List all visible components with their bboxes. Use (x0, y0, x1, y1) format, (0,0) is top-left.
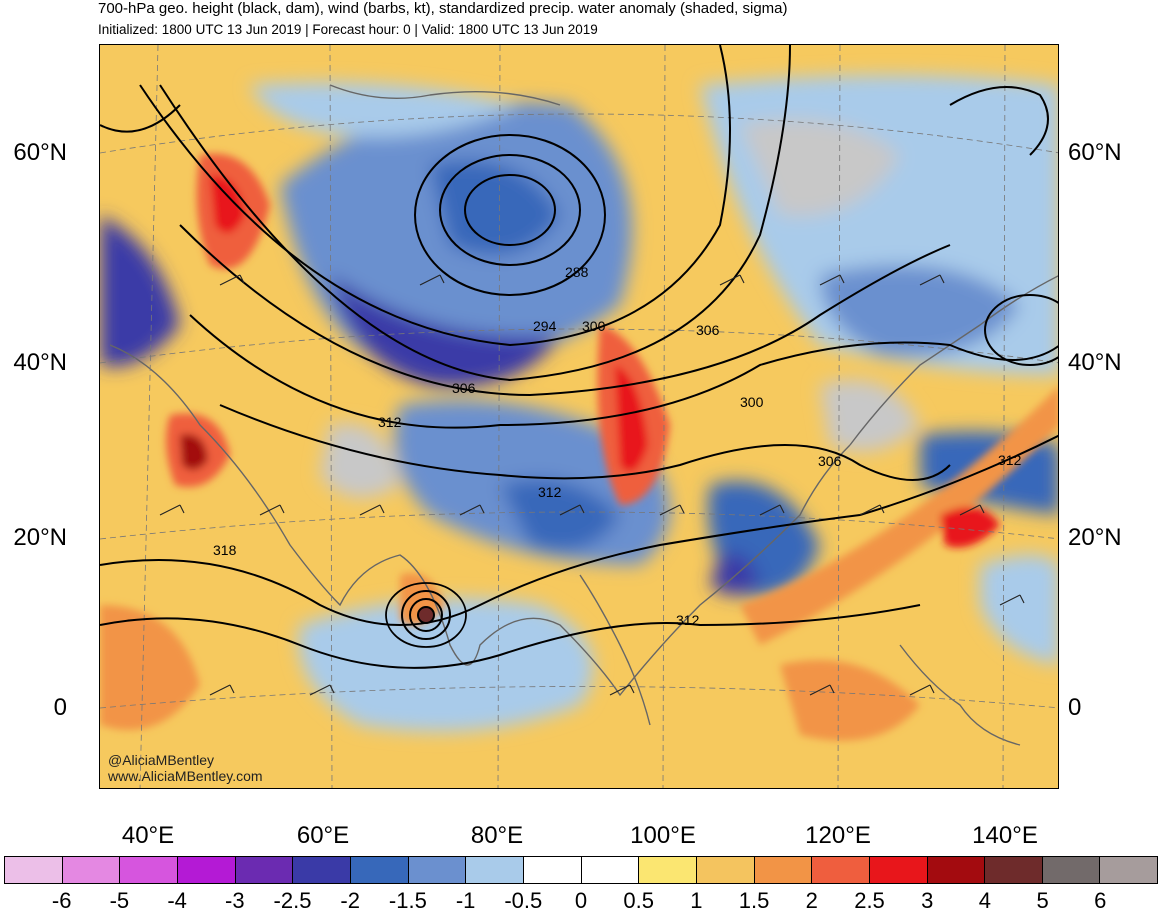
lon-label-120e: 120°E (805, 822, 871, 849)
lon-label-140e: 140°E (972, 822, 1038, 849)
colorbar-tick-label: -1.5 (388, 888, 427, 913)
colorbar-swatch (408, 857, 467, 883)
lat-label-60n-right: 60°N (1068, 139, 1122, 166)
contour-label-312: 312 (676, 612, 700, 628)
lat-label-20n-right: 20°N (1068, 524, 1122, 551)
colorbar-tick-label: -6 (51, 888, 72, 913)
colorbar-swatch (523, 857, 582, 883)
cyclone-vayu (385, 582, 467, 648)
colorbar-swatch (985, 857, 1043, 883)
contour-label-306: 306 (818, 453, 842, 469)
colorbar (4, 856, 1158, 884)
colorbar-tick-label: 0.5 (623, 888, 654, 913)
contour-value-labels: 288 294 300 306 306 312 300 312 306 312 … (213, 264, 1022, 628)
colorbar-tick-label: -4 (167, 888, 187, 913)
colorbar-swatch (869, 857, 928, 883)
contour-label-312: 312 (378, 414, 402, 430)
colorbar-tick-label: 1.5 (738, 888, 770, 913)
contour-label-306: 306 (696, 322, 720, 338)
colorbar-tick-label: 2 (805, 888, 818, 913)
colorbar-tick-label: -2 (340, 888, 360, 913)
colorbar-swatch (696, 857, 755, 883)
contour-label-318: 318 (213, 542, 237, 558)
lat-label-0: 0 (53, 694, 67, 721)
contour-label-306: 306 (452, 380, 476, 396)
map-title: 700-hPa geo. height (black, dam), wind (… (98, 0, 788, 17)
colorbar-tick-label: -1 (455, 888, 476, 913)
lon-label-60e: 60°E (296, 822, 350, 849)
map-panel: 288 294 300 306 306 312 300 312 306 312 … (99, 44, 1059, 789)
contour-label-288: 288 (565, 264, 589, 280)
lon-label-100e: 100°E (630, 822, 696, 849)
lat-label-40n: 40°N (13, 349, 67, 376)
credit-url: www.AliciaMBentley.com (108, 768, 263, 784)
colorbar-swatch (235, 857, 294, 883)
lon-label-40e: 40°E (121, 822, 175, 849)
colorbar-swatch (120, 857, 178, 883)
lat-label-20n: 20°N (13, 524, 67, 551)
colorbar-swatch (177, 857, 236, 883)
colorbar-tick-label: -0.5 (504, 888, 543, 913)
colorbar-tick-label: 1 (690, 888, 703, 913)
colorbar-tick-label: -5 (109, 888, 130, 913)
colorbar-tick-label: 5 (1036, 888, 1049, 913)
colorbar-swatch (754, 857, 813, 883)
colorbar-tick-label: 4 (978, 888, 992, 913)
lat-label-40n-right: 40°N (1068, 349, 1122, 376)
colorbar-swatch (466, 857, 524, 883)
contour-label-294: 294 (533, 318, 557, 334)
contour-label-300: 300 (740, 394, 764, 410)
colorbar-swatch (293, 857, 351, 883)
lat-label-0-right: 0 (1068, 694, 1082, 721)
height-contours (100, 45, 1058, 669)
colorbar-swatch (62, 857, 121, 883)
wind-barbs (159, 274, 1025, 696)
colorbar-tick-label: -3 (225, 888, 245, 913)
lat-label-60n: 60°N (13, 139, 67, 166)
colorbar-swatch (5, 857, 63, 883)
colorbar-tick-label: 0 (574, 888, 588, 913)
map-canvas: 288 294 300 306 306 312 300 312 306 312 … (100, 45, 1058, 788)
contour-label-300: 300 (582, 318, 606, 334)
contour-label-312: 312 (998, 452, 1022, 468)
colorbar-swatch (639, 857, 697, 883)
lat-lon-grid (100, 45, 1058, 788)
colorbar-tick-label: -2.5 (273, 888, 312, 913)
colorbar-tick-label: 3 (921, 888, 934, 913)
colorbar-swatch (812, 857, 870, 883)
credit-handle: @AliciaMBentley (108, 752, 215, 768)
contour-label-312: 312 (538, 484, 562, 500)
colorbar-swatch (927, 857, 986, 883)
colorbar-swatch (1042, 857, 1101, 883)
lon-label-80e: 80°E (470, 822, 524, 849)
colorbar-swatch (350, 857, 409, 883)
map-subtitle: Initialized: 1800 UTC 13 Jun 2019 | Fore… (98, 22, 598, 37)
colorbar-tick-label: 6 (1094, 888, 1107, 913)
colorbar-tick-label: 2.5 (854, 888, 885, 913)
colorbar-swatch (581, 857, 640, 883)
colorbar-swatch (1100, 857, 1158, 883)
